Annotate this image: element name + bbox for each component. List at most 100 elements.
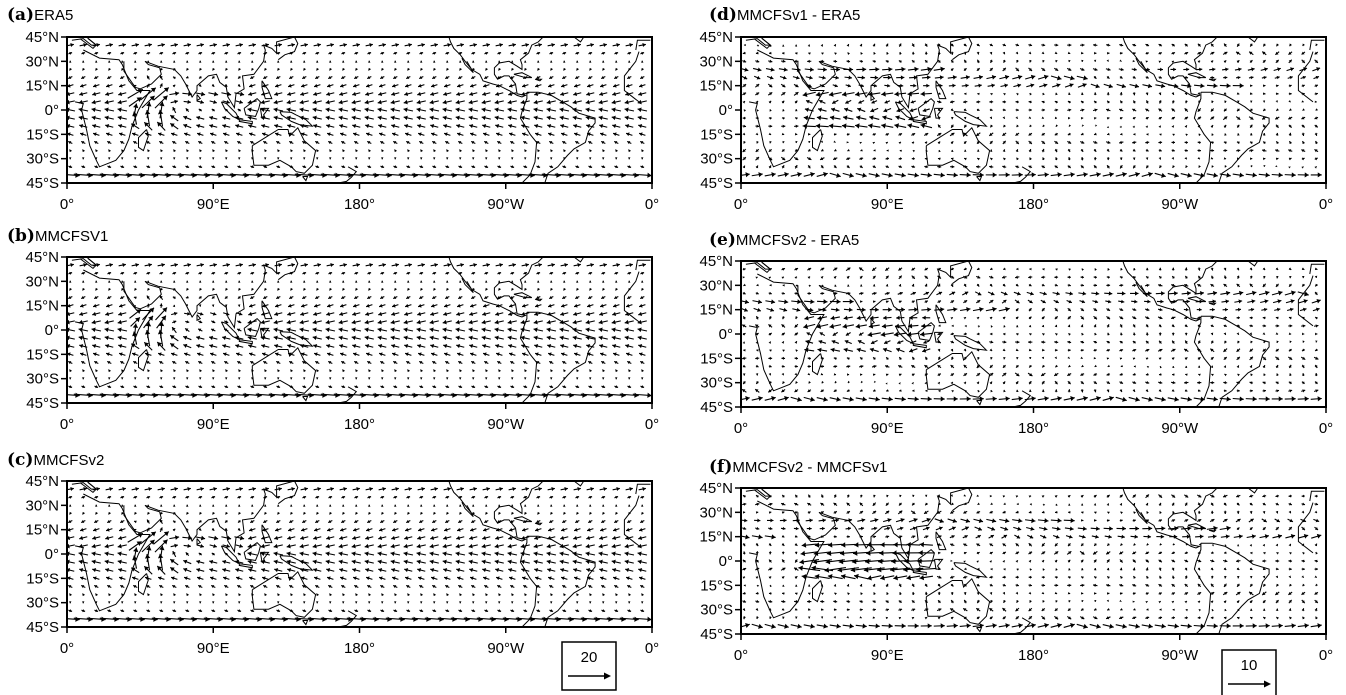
coastline-segment [519, 536, 538, 627]
coastline-segment [1208, 78, 1217, 82]
coastline-segment [1122, 488, 1218, 549]
lat-tick-label: 30°S [26, 371, 59, 388]
lon-tick-label: 0° [734, 196, 748, 213]
lat-tick-label: 30°S [700, 375, 733, 392]
coastline-segment [1208, 529, 1217, 533]
lat-tick-label: 15°S [26, 570, 59, 587]
coastline-segment [753, 262, 772, 274]
coastline-segment [123, 37, 295, 110]
coastline-segment [917, 548, 935, 569]
coastline-segment [338, 610, 358, 627]
coastline-segment [461, 57, 474, 74]
coastline-segment [251, 346, 317, 394]
coastline-segment [812, 353, 823, 376]
coastline-segment [513, 292, 533, 299]
lat-tick-label: 30°S [700, 602, 733, 619]
panel-title: (d)MMCFSv1 - ERA5 [709, 5, 860, 25]
lat-tick-label: 30°N [699, 504, 733, 521]
lat-tick-label: 30°N [25, 497, 59, 514]
lon-tick-label: 90°E [197, 640, 230, 657]
lon-tick-label: 0° [60, 416, 74, 433]
coastline-segment [1187, 72, 1207, 79]
coastline-segment [1135, 508, 1148, 525]
lat-tick-label: 45°N [25, 29, 59, 46]
lon-tick-label: 90°E [197, 196, 230, 213]
coastline-segment [338, 166, 358, 183]
lon-tick-label: 90°E [197, 416, 230, 433]
coastline-segment [812, 129, 823, 152]
coastline-segment [526, 311, 596, 403]
coastline-segment [1122, 261, 1218, 322]
lat-tick-label: 15°S [700, 126, 733, 143]
coastline-segment [71, 481, 651, 495]
lon-tick-label: 90°W [1161, 420, 1199, 437]
coastline-segment [526, 535, 596, 627]
coastline-segment [519, 92, 538, 183]
coastline-segment [196, 314, 202, 322]
coastline-segment [953, 111, 988, 127]
panel-name: ERA5 [34, 7, 73, 24]
coastline-segment [797, 37, 969, 110]
lat-tick-label: 0° [719, 326, 733, 343]
coastline-segment [79, 482, 98, 494]
coastline-segment [138, 573, 149, 596]
coastline-segment [925, 126, 991, 174]
map-content [67, 481, 652, 627]
coastline-segment [1012, 166, 1032, 183]
map-content [67, 257, 652, 403]
lat-tick-label: 30°S [26, 595, 59, 612]
coastline-segment [745, 261, 1325, 275]
coastline-segment [951, 488, 973, 512]
coastline-segment [261, 524, 273, 544]
coastline-segment [123, 257, 295, 330]
lon-tick-label: 180° [1018, 647, 1049, 664]
map-panel-e: (e)MMCFSv2 - ERA545°N30°N15°N0°15°S30°S4… [699, 230, 1333, 437]
coastline-segment [870, 318, 876, 326]
coastline-segment [71, 257, 651, 271]
wind-vectors [67, 487, 652, 622]
lat-tick-label: 15°S [26, 126, 59, 143]
lon-tick-label: 180° [344, 196, 375, 213]
panel-title: (a)ERA5 [7, 5, 73, 25]
coastline-segment [745, 488, 1325, 502]
map-content [741, 37, 1325, 183]
coastline-segment [123, 481, 295, 554]
coastline-segment [953, 562, 988, 578]
lon-tick-label: 0° [60, 196, 74, 213]
wind-vectors [741, 267, 1322, 402]
panel-letter: (a) [7, 5, 34, 25]
coastline-segment [534, 78, 543, 82]
panel-name: MMCFSv2 [33, 452, 104, 469]
coastline-segment [912, 570, 927, 576]
coastline-segment [79, 258, 98, 270]
coastline-segment [243, 317, 261, 338]
map-panel-f: (f)MMCFSv2 - MMCFSv1 45°N 30°N 15°N 0° 15°S 30… [699, 457, 1333, 664]
coastline-segment [1247, 37, 1259, 43]
lat-tick-label: 0° [45, 322, 59, 339]
lat-tick-label: 45°N [699, 29, 733, 46]
panel-letter: (d) [709, 5, 737, 25]
lon-tick-label: 180° [344, 640, 375, 657]
coastline-segment [935, 304, 947, 324]
lon-tick-label: 90°E [871, 647, 904, 664]
reference-vector-left: 20 [561, 641, 617, 691]
coastline-segment [1187, 296, 1207, 303]
coastline-segment [238, 563, 253, 569]
panel-title: (e)MMCFSv2 - ERA5 [709, 230, 859, 250]
lat-tick-label: 15°N [699, 529, 733, 546]
panel-name: MMCFSv2 - MMCFSv1 [732, 459, 887, 476]
coastline-segment [917, 321, 935, 342]
wind-vectors [67, 263, 652, 398]
coastline-segment [1200, 542, 1270, 634]
coastline-segment [534, 522, 543, 526]
coastline-segment [251, 570, 317, 618]
panel-name: MMCFSV1 [35, 228, 108, 245]
coastline-segment [279, 555, 314, 571]
coastline-segment [238, 339, 253, 345]
map-content [67, 37, 652, 183]
lat-tick-label: 15°S [700, 577, 733, 594]
coastline-segment [1193, 92, 1212, 183]
coastline-segment [797, 261, 969, 334]
coastline-segment [951, 37, 973, 61]
panel-letter: (f) [709, 457, 732, 477]
